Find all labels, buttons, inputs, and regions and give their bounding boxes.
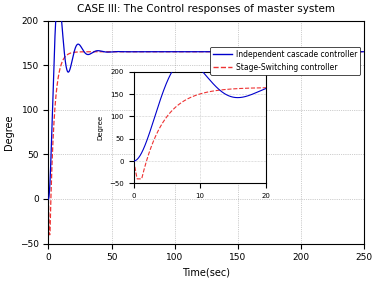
X-axis label: Time(sec): Time(sec) [182,268,230,278]
Legend: Independent cascade controller, Stage-Switching controller: Independent cascade controller, Stage-Sw… [210,47,360,74]
Title: CASE III: The Control responses of master system: CASE III: The Control responses of maste… [77,4,336,14]
Y-axis label: Degree: Degree [4,114,14,150]
